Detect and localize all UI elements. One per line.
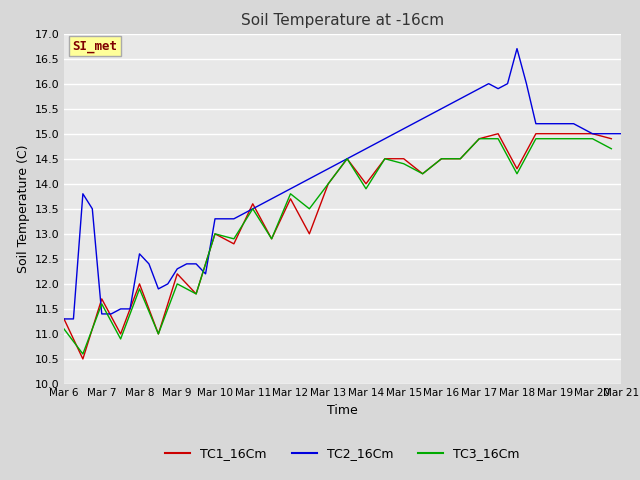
Y-axis label: Soil Temperature (C): Soil Temperature (C) xyxy=(17,144,29,273)
X-axis label: Time: Time xyxy=(327,404,358,417)
Title: Soil Temperature at -16cm: Soil Temperature at -16cm xyxy=(241,13,444,28)
Text: SI_met: SI_met xyxy=(72,40,117,53)
Legend: TC1_16Cm, TC2_16Cm, TC3_16Cm: TC1_16Cm, TC2_16Cm, TC3_16Cm xyxy=(160,443,525,465)
